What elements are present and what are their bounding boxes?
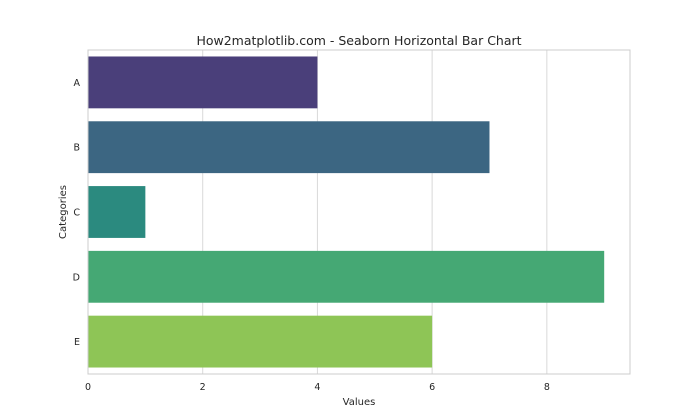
bar-e xyxy=(88,315,433,368)
bar-c xyxy=(88,186,146,238)
y-tick-label: E xyxy=(74,337,80,348)
y-tick-label: D xyxy=(73,272,80,283)
x-tick-label: 0 xyxy=(85,382,91,393)
x-tick-label: 6 xyxy=(429,382,435,393)
bar-b xyxy=(88,121,490,174)
bar-a xyxy=(88,56,318,109)
chart-title: How2matplotlib.com - Seaborn Horizontal … xyxy=(196,33,521,48)
y-axis-label: Categories xyxy=(58,185,69,239)
plot-frame xyxy=(87,49,631,375)
bar-d xyxy=(88,250,605,303)
x-axis-label: Values xyxy=(343,397,376,408)
bar-layer xyxy=(88,56,605,368)
x-tick-labels: 0 2 4 6 8 xyxy=(85,382,550,393)
x-tick-label: 8 xyxy=(544,382,550,393)
y-tick-label: C xyxy=(73,208,80,219)
x-tick-label: 2 xyxy=(200,382,206,393)
y-tick-label: A xyxy=(74,78,81,89)
y-tick-labels: A B C D E xyxy=(73,78,81,348)
x-tick-label: 4 xyxy=(314,382,320,393)
y-tick-label: B xyxy=(73,143,80,154)
